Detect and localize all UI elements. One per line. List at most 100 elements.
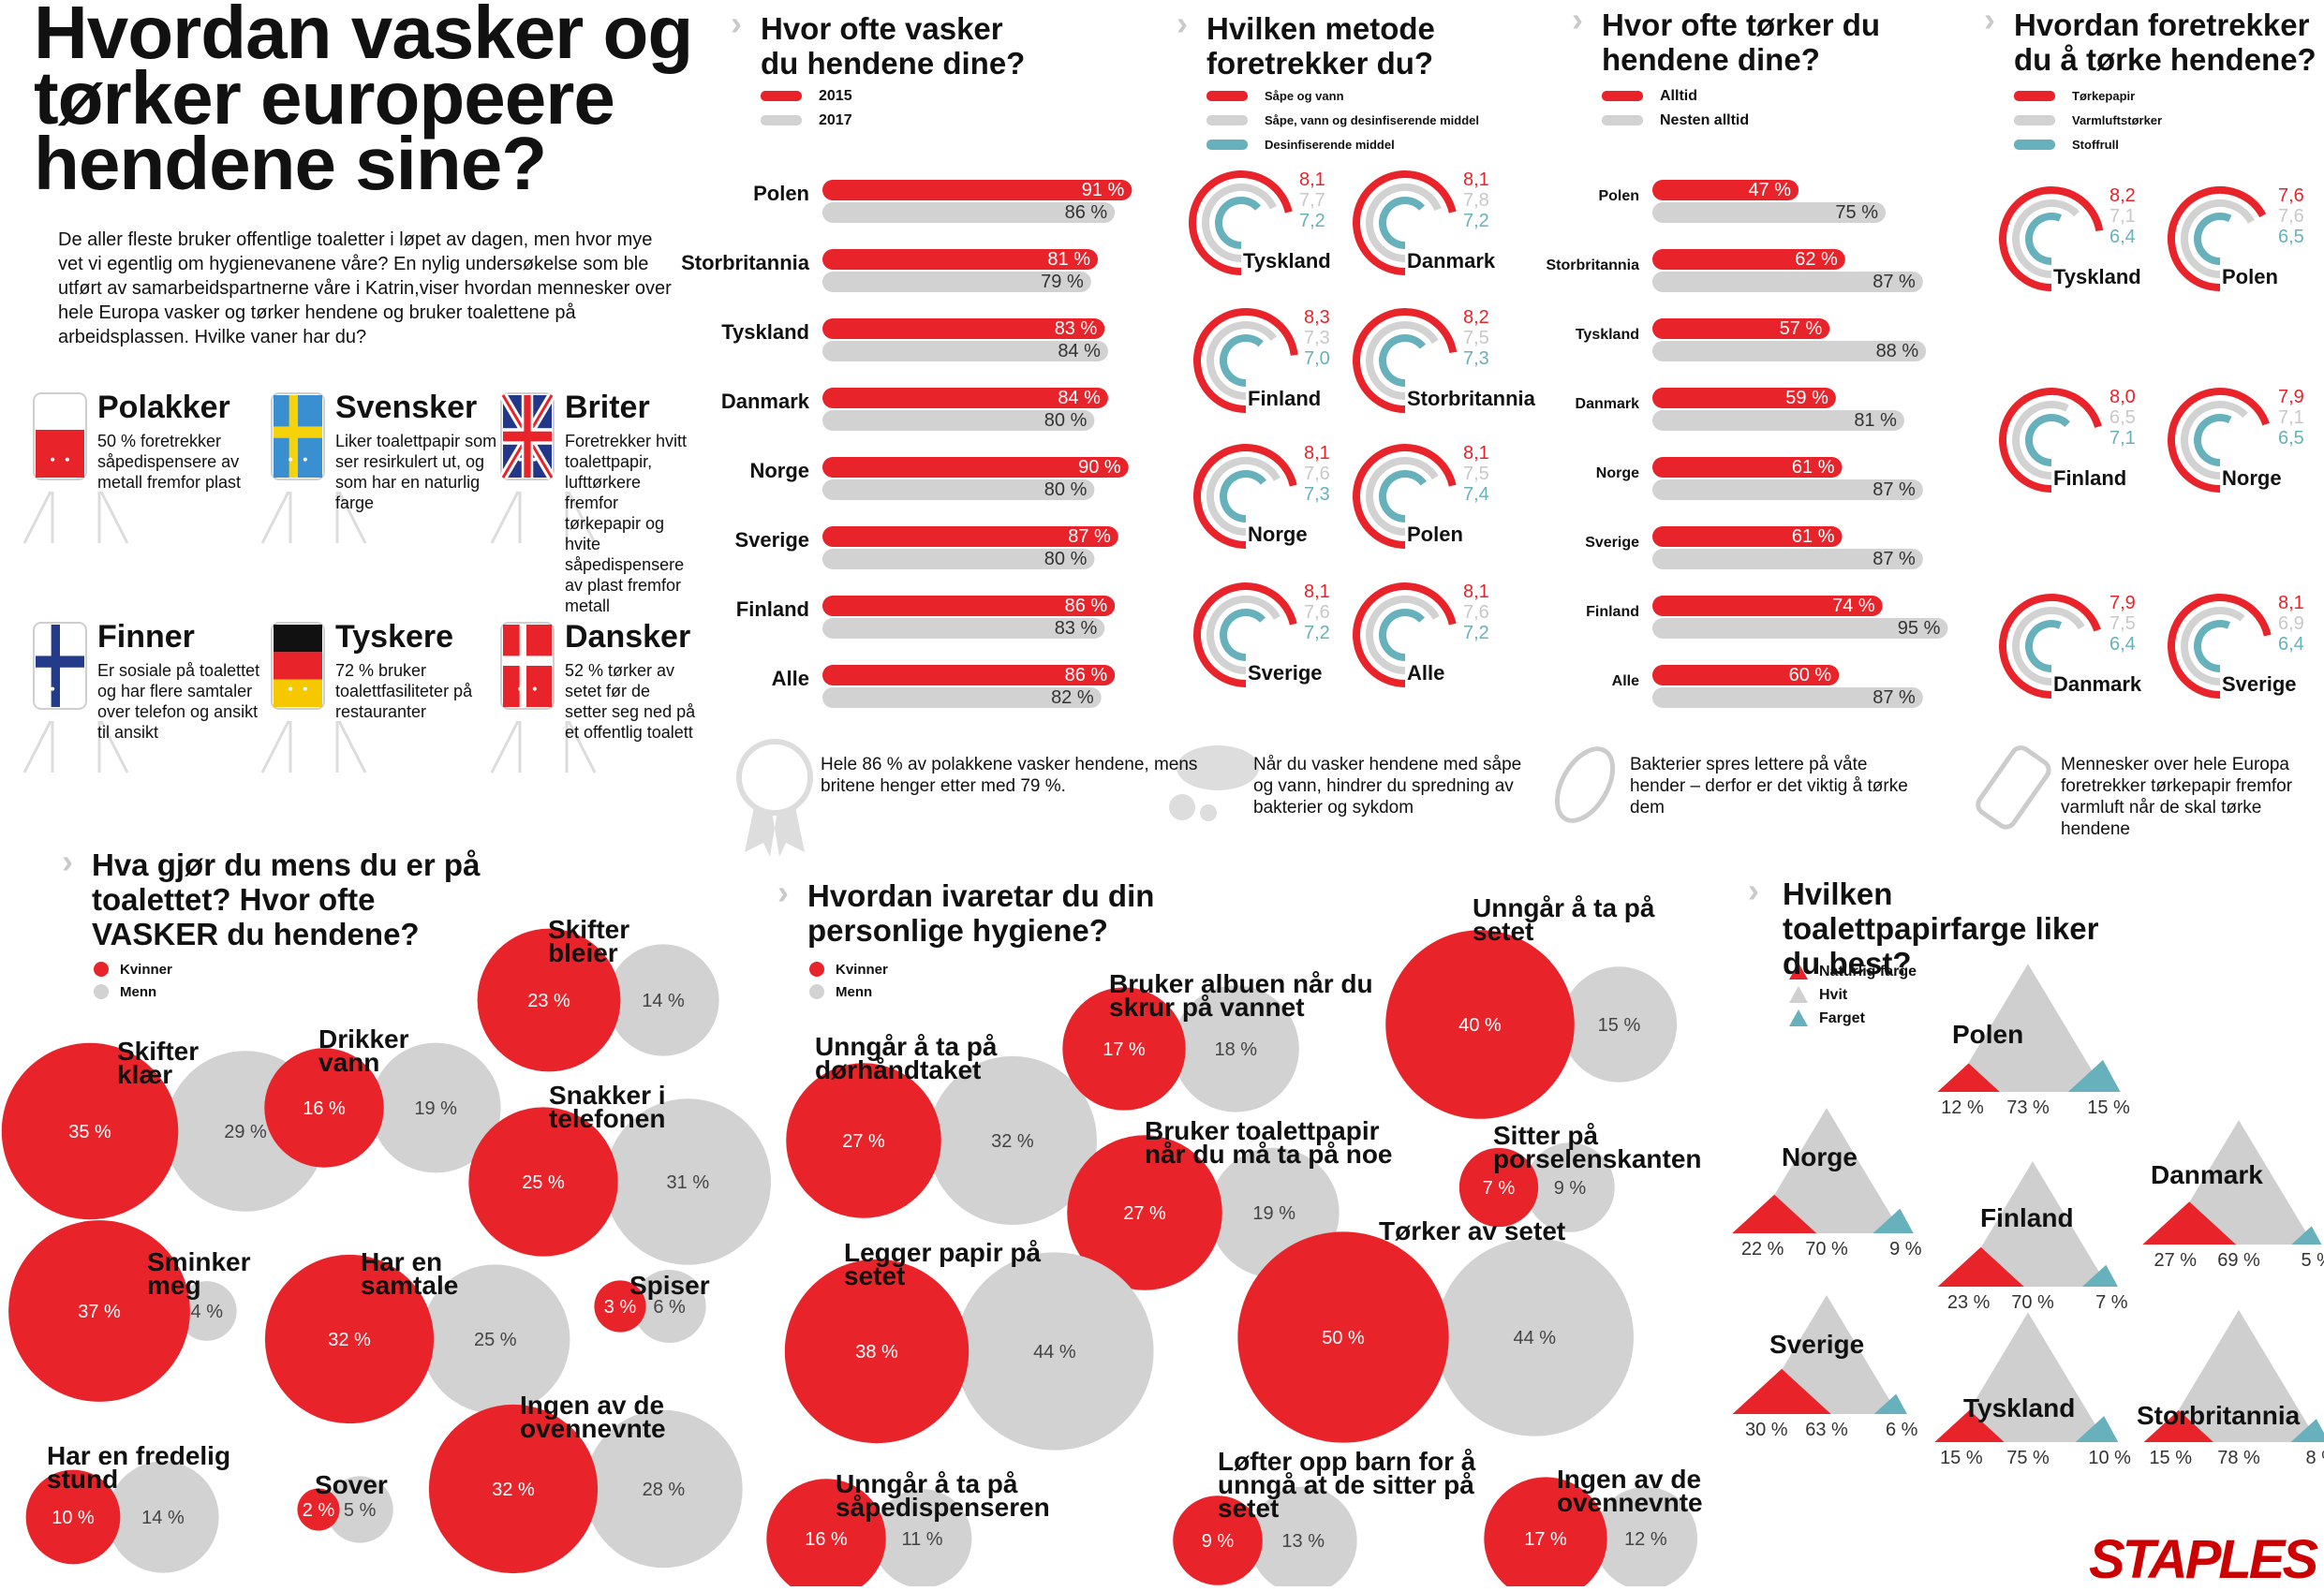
- radial-arc: [1366, 184, 1442, 262]
- bar-value: 61 %: [1792, 457, 1835, 478]
- statement-text: Når du vasker hendene med såpe og vann, …: [1253, 755, 1522, 818]
- radial-arc: [1353, 170, 1457, 275]
- bar: [1652, 665, 1840, 685]
- women-value: 7 %: [1483, 1178, 1516, 1199]
- radial-arc: [1193, 444, 1297, 549]
- legend-label: Varmluftstørker: [2072, 113, 2162, 127]
- chevron-icon: ›: [731, 4, 742, 42]
- category-label: Norge: [749, 459, 809, 482]
- men-value: 11 %: [901, 1529, 942, 1550]
- bar: [822, 410, 1095, 431]
- women-bubble: [477, 928, 621, 1072]
- white-value: 70 %: [1805, 1239, 1848, 1260]
- radial-country: Danmark: [1407, 249, 1496, 273]
- natural-triangle: [1937, 1063, 2000, 1092]
- bar-value: 61 %: [1792, 526, 1835, 547]
- bar-value: 79 %: [1041, 272, 1084, 292]
- women-value: 27 %: [842, 1131, 885, 1152]
- radial-arc: [2168, 186, 2267, 291]
- radial-arc: [1999, 186, 2104, 291]
- colored-value: 10 %: [2088, 1448, 2131, 1468]
- women-value: 25 %: [522, 1172, 565, 1193]
- radial-value: 7,9: [2278, 387, 2304, 407]
- radial-value: 8,2: [2109, 185, 2136, 206]
- men-bubble: [176, 1281, 237, 1341]
- colored-triangle: [1873, 1393, 1907, 1414]
- bar: [1652, 457, 1843, 478]
- category-label: Finland: [736, 597, 809, 621]
- bar-value: 80 %: [1044, 479, 1088, 500]
- eye: [518, 686, 523, 691]
- men-value: 6 %: [653, 1297, 686, 1318]
- nationality-desc: 50 % foretrekker såpedispensere av metal…: [97, 432, 242, 492]
- eye: [51, 686, 55, 691]
- chart-title: Hvor ofte vasker du hendene dine?: [761, 11, 1026, 81]
- radial-value: 7,1: [2109, 428, 2136, 449]
- men-value: 44 %: [1514, 1328, 1557, 1348]
- bar: [1652, 249, 1845, 270]
- radial-value: 6,9: [2278, 613, 2304, 634]
- radial-arc: [1379, 609, 1426, 661]
- men-bubble: [326, 1476, 393, 1543]
- staples-logo: STAPLES: [2089, 1529, 2318, 1590]
- chart-title: Hvordan ivaretar du din personlige hygie…: [807, 878, 1155, 948]
- legend-label: Hvit: [1819, 987, 1848, 1003]
- bar: [1652, 202, 1886, 223]
- category-label: Tyskland: [721, 320, 809, 344]
- men-bubble: [107, 1461, 219, 1573]
- radial-country: Norge: [2222, 466, 2282, 490]
- radial-value: 7,0: [1304, 348, 1330, 369]
- radial-arc: [1379, 197, 1426, 249]
- radial-arc: [1366, 596, 1440, 674]
- legend-swatch: [2014, 140, 2055, 150]
- natural-triangle: [1934, 1409, 2005, 1442]
- bubble-label: Bruker toalettpapir når du må ta på noe: [1145, 1116, 1393, 1169]
- women-bubble: [1385, 930, 1575, 1119]
- men-bubble: [872, 1489, 972, 1586]
- men-value: 29 %: [224, 1122, 267, 1142]
- nationality-name: Finner: [97, 619, 195, 655]
- legend-swatch: [809, 962, 824, 977]
- legend-swatch: [761, 115, 802, 125]
- bar: [822, 318, 1105, 339]
- eye: [289, 686, 293, 691]
- statement-text: Hele 86 % av polakkene vasker hendene, m…: [821, 755, 1198, 796]
- category-label: Norge: [1596, 465, 1639, 481]
- men-value: 19 %: [414, 1098, 457, 1119]
- flag-part: [503, 656, 552, 666]
- natural-value: 30 %: [1745, 1420, 1788, 1440]
- category-label: Storbritannia: [681, 251, 810, 274]
- category-label: Danmark: [1576, 396, 1640, 412]
- men-bubble: [1172, 985, 1299, 1112]
- women-value: 17 %: [1103, 1039, 1146, 1060]
- radial-arc: [2025, 620, 2063, 672]
- radial-value: 6,4: [2109, 634, 2136, 655]
- natural-value: 22 %: [1741, 1239, 1784, 1260]
- men-value: 19 %: [1252, 1203, 1295, 1224]
- flag-part: [274, 652, 322, 680]
- men-bubble: [585, 1409, 743, 1569]
- bar-value: 88 %: [1876, 341, 1919, 361]
- flag-poland: [36, 429, 84, 478]
- men-value: 13 %: [1281, 1531, 1325, 1552]
- colored-triangle: [2081, 1264, 2119, 1287]
- colored-value: 9 %: [1889, 1239, 1922, 1260]
- bubble-label: Har en fredelig stund: [47, 1441, 231, 1494]
- bar: [822, 665, 1116, 685]
- men-bubble: [1525, 1142, 1615, 1232]
- chart-title: Hvordan foretrekker du å tørke hendene?: [2014, 7, 2317, 77]
- statement-text: Mennesker over hele Europa foretrekker t…: [2061, 755, 2293, 839]
- bubble-label: Løfter opp barn for å unngå at de sitter…: [1218, 1447, 1476, 1523]
- flag-part: [36, 656, 84, 668]
- bubble-label: Unngår å ta på dørhåndtaket: [815, 1032, 998, 1084]
- women-bubble: [594, 1280, 646, 1333]
- bar-value: 95 %: [1898, 618, 1941, 639]
- nationality-name: Polakker: [97, 390, 230, 425]
- legend-label: Naturlig farge: [1819, 964, 1917, 980]
- nationality-name: Tyskere: [335, 619, 454, 655]
- figure-outline: [22, 491, 129, 544]
- bar-value: 87 %: [1068, 526, 1111, 547]
- radial-arc: [2168, 388, 2270, 493]
- eye: [51, 457, 55, 462]
- bubble-label: Skifter bleier: [548, 915, 630, 967]
